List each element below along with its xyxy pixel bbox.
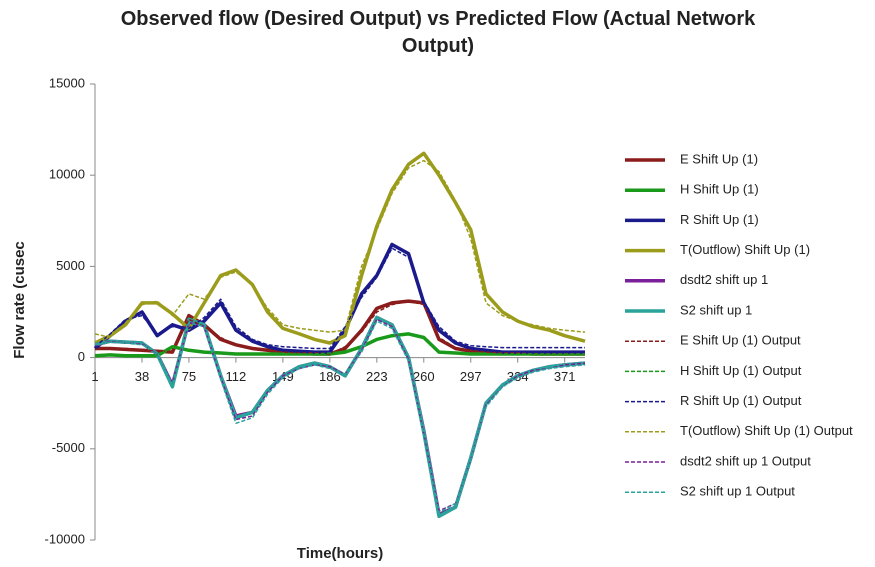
x-tick-label: 297: [460, 369, 482, 384]
x-tick-label: 371: [554, 369, 576, 384]
series-line: [94, 151, 586, 345]
y-tick-label: 5000: [56, 258, 85, 273]
series-line: [94, 333, 585, 357]
y-tick-label: 10000: [49, 167, 85, 182]
x-tick-label: 223: [366, 369, 388, 384]
legend-label: H Shift Up (1): [680, 182, 759, 197]
series-line: [94, 320, 586, 514]
legend-label: S2 shift up 1: [680, 302, 752, 317]
legend-label: S2 shift up 1 Output: [680, 484, 795, 499]
y-axis-label: Flow rate (cusec: [11, 241, 28, 359]
legend-label: E Shift Up (1) Output: [680, 333, 801, 348]
series-line: [94, 159, 586, 339]
x-tick-label: 1: [91, 369, 98, 384]
y-tick-label: 0: [78, 349, 85, 364]
legend-label: R Shift Up (1) Output: [680, 393, 802, 408]
legend-label: H Shift Up (1) Output: [680, 363, 802, 378]
series-line: [93, 242, 585, 354]
legend-label: T(Outflow) Shift Up (1) Output: [680, 423, 853, 438]
chart-title: Observed flow (Desired Output) vs Predic…: [120, 8, 756, 57]
x-axis-label: Time(hours): [297, 545, 383, 562]
x-tick-label: 112: [226, 369, 247, 384]
legend-label: R Shift Up (1): [680, 212, 759, 227]
legend-label: E Shift Up (1): [680, 151, 758, 166]
y-tick-label: -5000: [52, 440, 85, 455]
legend-label: dsdt2 shift up 1 Output: [680, 453, 811, 468]
legend-label: T(Outflow) Shift Up (1): [680, 242, 810, 257]
legend-label: dsdt2 shift up 1: [680, 272, 768, 287]
y-tick-label: 15000: [49, 75, 85, 90]
x-tick-label: 260: [413, 369, 435, 384]
y-tick-label: -10000: [45, 531, 85, 546]
x-tick-label: 186: [319, 369, 341, 384]
x-tick-label: 38: [135, 369, 149, 384]
x-tick-label: 75: [182, 369, 196, 384]
series-line: [94, 300, 585, 355]
series-line: [94, 247, 585, 350]
